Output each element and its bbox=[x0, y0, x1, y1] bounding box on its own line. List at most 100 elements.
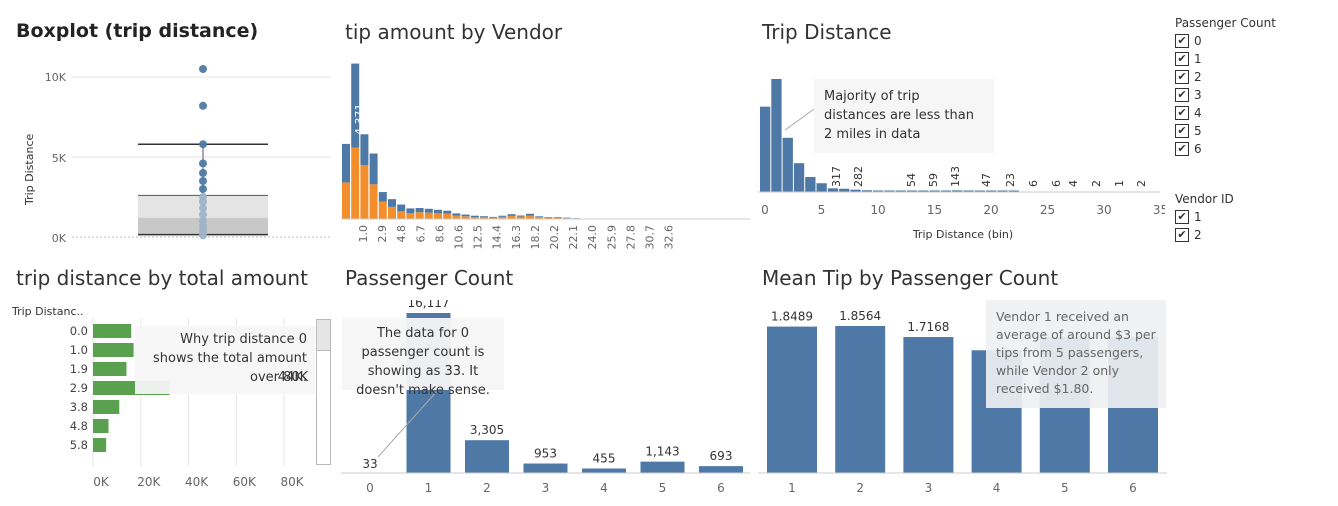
outlier-point[interactable] bbox=[199, 185, 207, 193]
vendor1-bar[interactable] bbox=[415, 208, 424, 213]
histogram-bar[interactable] bbox=[940, 190, 952, 193]
vendor1-bar[interactable] bbox=[489, 216, 498, 218]
outlier-point[interactable] bbox=[199, 65, 207, 73]
outlier-point[interactable] bbox=[199, 159, 207, 168]
passenger-count-bar[interactable] bbox=[582, 468, 626, 473]
histogram-bar[interactable] bbox=[760, 106, 771, 192]
vendor1-bar[interactable] bbox=[526, 213, 534, 216]
histogram-bar[interactable] bbox=[805, 177, 816, 192]
checkbox-icon[interactable]: ✔ bbox=[1175, 227, 1189, 242]
vendor1-bar[interactable] bbox=[461, 214, 470, 217]
vendor1-bar[interactable] bbox=[480, 216, 488, 218]
vendor2-bar[interactable] bbox=[434, 213, 442, 219]
vendor2-bar[interactable] bbox=[489, 217, 498, 219]
vendor1-bar[interactable] bbox=[397, 204, 406, 212]
total-amount-bar[interactable] bbox=[93, 343, 134, 357]
passenger-filter-item-2[interactable]: ✔ 2 bbox=[1175, 68, 1202, 85]
histogram-bar[interactable] bbox=[906, 190, 918, 193]
vendor2-bar[interactable] bbox=[452, 215, 461, 219]
total-amount-bar[interactable] bbox=[93, 419, 109, 433]
vendor2-bar[interactable] bbox=[470, 217, 479, 219]
outlier-point[interactable] bbox=[199, 140, 207, 149]
total-amount-bar[interactable] bbox=[93, 438, 107, 452]
vendor1-bar[interactable] bbox=[378, 192, 387, 202]
passenger-count-bar[interactable] bbox=[640, 461, 685, 473]
outlier-point[interactable] bbox=[199, 169, 207, 177]
histogram-bar[interactable] bbox=[771, 79, 782, 192]
vendor2-bar[interactable] bbox=[397, 211, 406, 219]
vendor1-bar[interactable] bbox=[406, 208, 415, 214]
vendor2-bar[interactable] bbox=[351, 147, 360, 219]
vendor1-bar[interactable] bbox=[535, 216, 544, 218]
passenger-count-bar[interactable] bbox=[523, 463, 568, 473]
vendor1-bar[interactable] bbox=[360, 134, 369, 166]
total-amount-bar[interactable] bbox=[93, 400, 120, 414]
vendor1-bar[interactable] bbox=[443, 210, 452, 214]
vendor1-bar[interactable] bbox=[498, 215, 507, 217]
passenger-count-chart[interactable]: 33 16,117 3,305 953 455 1,143 693 0 1 2 3 4 5 6 bbox=[338, 300, 753, 500]
histogram-bar[interactable] bbox=[782, 137, 793, 192]
passenger-filter-item-5[interactable]: ✔ 5 bbox=[1175, 122, 1202, 139]
mean-tip-chart[interactable]: 1.8489 1.8564 1.7168 1 2 3 4 5 6 bbox=[755, 300, 1170, 500]
histogram-bar[interactable] bbox=[884, 190, 895, 193]
boxplot-chart[interactable]: Trip Distance 10K 5K 0K bbox=[0, 55, 335, 250]
vendor2-bar[interactable] bbox=[369, 184, 378, 219]
outlier-point[interactable] bbox=[199, 231, 207, 240]
passenger-filter-item-4[interactable]: ✔ 4 bbox=[1175, 104, 1202, 121]
checkbox-icon[interactable]: ✔ bbox=[1175, 209, 1189, 224]
vendor2-bar[interactable] bbox=[360, 165, 369, 219]
histogram-bar[interactable] bbox=[986, 190, 997, 193]
checkbox-icon[interactable]: ✔ bbox=[1175, 33, 1189, 48]
trip-distance-chart[interactable]: 317 282 54 59 143 47 23 6 6 4 2 1 2 0 5 10 15 20 25 30 35 T… bbox=[755, 55, 1165, 245]
vendor-filter-item-1[interactable]: ✔ 1 bbox=[1175, 208, 1202, 225]
vendor1-bar[interactable] bbox=[562, 217, 571, 219]
outlier-point[interactable] bbox=[199, 101, 207, 110]
vendor1-bar[interactable] bbox=[351, 63, 360, 148]
histogram-bar[interactable] bbox=[997, 190, 1008, 193]
checkbox-icon[interactable]: ✔ bbox=[1175, 141, 1189, 156]
vendor2-bar[interactable] bbox=[535, 217, 544, 219]
checkbox-icon[interactable]: ✔ bbox=[1175, 105, 1189, 120]
tip-vendor-chart[interactable]: 1.0 2.9 4.8 6.7 8.6 10.6 12.5 14.4 16.3 18.2 20.2 2… bbox=[338, 55, 753, 260]
histogram-bar[interactable] bbox=[873, 190, 884, 193]
vendor2-bar[interactable] bbox=[424, 212, 433, 219]
checkbox-icon[interactable]: ✔ bbox=[1175, 87, 1189, 102]
histogram-bar[interactable] bbox=[793, 163, 805, 192]
vendor2-bar[interactable] bbox=[507, 215, 516, 219]
outlier-point[interactable] bbox=[199, 210, 207, 219]
passenger-filter-item-6[interactable]: ✔ 6 bbox=[1175, 140, 1202, 157]
vendor2-bar[interactable] bbox=[443, 213, 452, 219]
outlier-point[interactable] bbox=[199, 177, 207, 185]
vendor1-bar[interactable] bbox=[452, 213, 461, 216]
vendor2-bar[interactable] bbox=[516, 216, 525, 219]
histogram-bar[interactable] bbox=[850, 189, 861, 192]
total-amount-bar[interactable] bbox=[93, 324, 132, 338]
outlier-point[interactable] bbox=[199, 204, 207, 213]
passenger-count-bar[interactable] bbox=[699, 466, 743, 473]
outlier-point[interactable] bbox=[199, 197, 207, 206]
vendor1-bar[interactable] bbox=[553, 217, 562, 219]
passenger-filter-item-3[interactable]: ✔ 3 bbox=[1175, 86, 1202, 103]
histogram-bar[interactable] bbox=[952, 190, 963, 192]
vendor2-bar[interactable] bbox=[406, 213, 415, 219]
histogram-bar[interactable] bbox=[827, 188, 839, 192]
histogram-bar[interactable] bbox=[861, 190, 872, 192]
vendor2-bar[interactable] bbox=[544, 217, 553, 219]
histogram-bar[interactable] bbox=[963, 190, 974, 193]
vendor2-bar[interactable] bbox=[378, 201, 387, 219]
checkbox-icon[interactable]: ✔ bbox=[1175, 51, 1189, 66]
vendor-filter-item-2[interactable]: ✔ 2 bbox=[1175, 226, 1202, 243]
histogram-bar[interactable] bbox=[974, 190, 985, 193]
vendor1-bar[interactable] bbox=[369, 153, 378, 185]
vendor1-bar[interactable] bbox=[516, 215, 525, 217]
vendor2-bar[interactable] bbox=[526, 215, 534, 219]
vendor1-bar[interactable] bbox=[544, 217, 553, 218]
vendor1-bar[interactable] bbox=[424, 208, 433, 213]
dist-total-scrollbar[interactable] bbox=[316, 319, 331, 465]
checkbox-icon[interactable]: ✔ bbox=[1175, 123, 1189, 138]
histogram-bar[interactable] bbox=[816, 183, 827, 192]
vendor2-bar[interactable] bbox=[388, 206, 396, 219]
vendor1-bar[interactable] bbox=[507, 214, 516, 216]
histogram-bar[interactable] bbox=[918, 190, 929, 193]
vendor2-bar[interactable] bbox=[480, 217, 488, 219]
